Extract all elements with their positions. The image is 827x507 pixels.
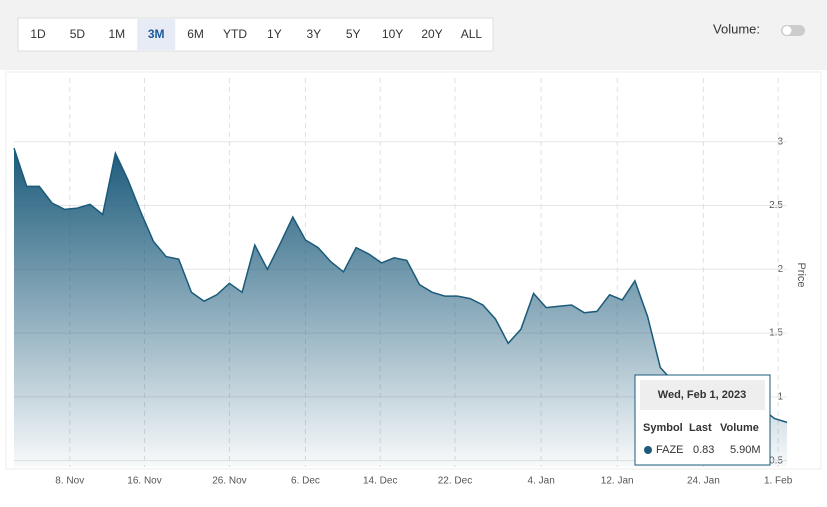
- range-button[interactable]: [373, 19, 412, 50]
- range-button[interactable]: [137, 19, 176, 50]
- price-line: [13, 147, 788, 424]
- area-fill: [14, 148, 787, 467]
- tooltip-col: Symbol: [643, 422, 683, 434]
- x-tick-label: 22. Dec: [438, 476, 472, 487]
- range-label[interactable]: 10Y: [382, 27, 403, 41]
- range-label[interactable]: 1Y: [267, 27, 282, 41]
- tooltip-cell: 5.90M: [730, 444, 761, 456]
- x-tick-label: 12. Jan: [601, 476, 634, 487]
- range-button[interactable]: [176, 19, 215, 50]
- toggle-knob: [782, 26, 792, 35]
- tooltip-date: Wed, Feb 1, 2023: [658, 389, 746, 401]
- x-tick-label: 14. Dec: [363, 476, 397, 487]
- y-axis-title: Price: [795, 262, 807, 287]
- range-label[interactable]: 3M: [148, 27, 165, 41]
- range-label[interactable]: 5Y: [346, 27, 361, 41]
- x-tick-label: 24. Jan: [687, 476, 720, 487]
- x-tick-label: 4. Jan: [528, 476, 555, 487]
- range-label[interactable]: 5D: [70, 27, 86, 41]
- range-label[interactable]: 1M: [108, 27, 125, 41]
- x-tick-label: 16. Nov: [127, 476, 161, 487]
- range-label[interactable]: ALL: [461, 27, 483, 41]
- range-button[interactable]: [255, 19, 294, 50]
- range-button[interactable]: [452, 19, 491, 50]
- range-label[interactable]: 3Y: [306, 27, 321, 41]
- tooltip-cell: 0.83: [693, 444, 714, 456]
- tooltip-cell: FAZE: [656, 444, 684, 456]
- tooltip-header: [640, 380, 765, 410]
- range-button[interactable]: [294, 19, 333, 50]
- range-label[interactable]: YTD: [223, 27, 247, 41]
- range-label[interactable]: 6M: [187, 27, 204, 41]
- x-tick-label: 1. Feb: [764, 476, 793, 487]
- volume-label: Volume:: [713, 21, 760, 36]
- x-tick-label: 8. Nov: [55, 476, 84, 487]
- range-button[interactable]: [97, 19, 136, 50]
- tooltip-col: Last: [689, 422, 712, 434]
- x-tick-label: 26. Nov: [212, 476, 246, 487]
- range-button[interactable]: [58, 19, 97, 50]
- tooltip-col: Volume: [720, 422, 759, 434]
- range-label[interactable]: 1D: [30, 27, 46, 41]
- range-button[interactable]: [334, 19, 373, 50]
- tooltip: Wed, Feb 1, 2023 Symbol Last Volume FAZE…: [634, 374, 771, 466]
- range-button[interactable]: [216, 19, 254, 50]
- range-button[interactable]: [413, 19, 451, 50]
- x-tick-label: 6. Dec: [291, 476, 320, 487]
- series: [13, 147, 788, 467]
- range-label[interactable]: 20Y: [421, 27, 442, 41]
- tooltip-dot: [644, 446, 652, 454]
- range-button[interactable]: [19, 19, 57, 50]
